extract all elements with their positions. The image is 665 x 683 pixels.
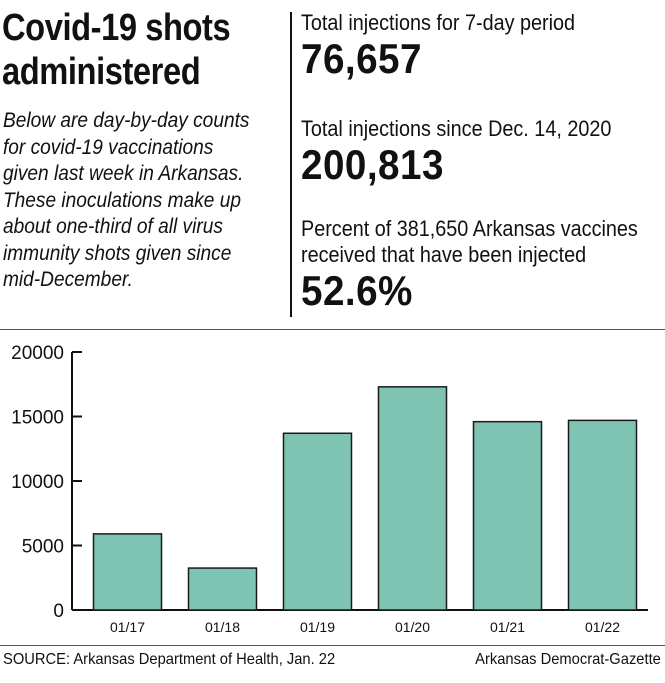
stat-cumulative-total: Total injections since Dec. 14, 2020 200… <box>301 116 661 188</box>
x-category-label: 01/21 <box>490 619 525 635</box>
stat-label: Total injections since Dec. 14, 2020 <box>301 116 612 141</box>
headline-line-2: administered <box>2 51 201 93</box>
x-category-label: 01/19 <box>300 619 335 635</box>
bar <box>282 432 353 611</box>
bar <box>472 420 543 611</box>
bar-chart: 0 5000 10000 15000 20000 01/17 01/18 01/19 01/20… <box>11 343 648 635</box>
stat-value: 76,657 <box>301 35 422 82</box>
footer-rule <box>0 645 665 646</box>
chart-headline: Covid-19 shots administered <box>2 6 247 94</box>
bar <box>92 533 163 611</box>
intro-text: Below are day-by-day counts for covid-19… <box>3 109 250 291</box>
y-tick-label: 10000 <box>11 472 64 493</box>
stat-value: 200,813 <box>301 141 444 188</box>
stat-percent-injected: Percent of 381,650 Arkansas vaccines rec… <box>301 216 661 314</box>
y-tick-label: 5000 <box>22 537 64 558</box>
x-category-label: 01/20 <box>395 619 430 635</box>
stat-value: 52.6% <box>301 267 413 314</box>
stat-label-line-1: Percent of 381,650 Arkansas vaccines <box>301 216 638 241</box>
y-tick-label: 20000 <box>11 343 64 364</box>
stat-label: Total injections for 7-day period <box>301 10 576 35</box>
bar <box>187 567 258 611</box>
bar <box>567 419 638 611</box>
x-category-label: 01/18 <box>205 619 240 635</box>
y-tick-label: 0 <box>53 601 64 622</box>
x-category-label: 01/22 <box>585 619 620 635</box>
stat-label-line-2: received that have been injected <box>301 242 587 267</box>
y-tick-label: 15000 <box>11 408 64 429</box>
credit-line: Arkansas Democrat-Gazette <box>475 651 661 668</box>
source-line: SOURCE: Arkansas Department of Health, J… <box>3 651 336 668</box>
stat-7-day-total: Total injections for 7-day period 76,657 <box>301 10 661 82</box>
bar <box>377 386 448 611</box>
headline-line-1: Covid-19 shots <box>2 7 231 49</box>
x-category-label: 01/17 <box>110 619 145 635</box>
vertical-divider <box>290 12 292 317</box>
chart-top-rule <box>0 329 665 330</box>
